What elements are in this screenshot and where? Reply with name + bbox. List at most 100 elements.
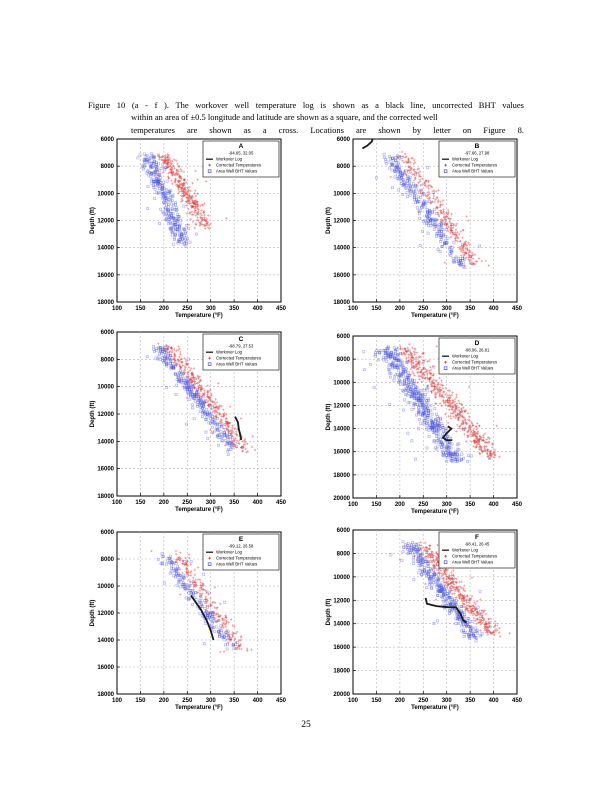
- area-bht-point: [406, 388, 410, 392]
- corrected-point: [179, 358, 182, 361]
- corrected-point: [171, 167, 174, 171]
- corrected-point: [431, 384, 434, 387]
- corrected-point: [199, 581, 202, 584]
- corrected-point: [478, 443, 481, 446]
- corrected-point: [465, 598, 469, 601]
- corrected-point: [196, 392, 200, 395]
- area-bht-point: [408, 184, 412, 188]
- area-bht-point: [154, 349, 158, 352]
- corrected-point: [182, 170, 186, 174]
- area-bht-point: [436, 619, 439, 623]
- corrected-point: [447, 408, 451, 411]
- area-bht-point: [162, 361, 166, 364]
- corrected-point: [461, 605, 464, 608]
- corrected-point: [404, 160, 408, 163]
- corrected-point: [201, 603, 204, 607]
- area-bht-point: [415, 557, 419, 561]
- area-bht-point: [396, 188, 400, 192]
- area-bht-point: [404, 393, 407, 397]
- corrected-point: [180, 169, 183, 173]
- corrected-point: [424, 582, 427, 586]
- area-bht-point: [432, 580, 435, 584]
- area-bht-point: [199, 391, 203, 395]
- area-bht-point: [428, 570, 432, 573]
- area-bht-point: [388, 160, 392, 164]
- area-bht-point: [412, 182, 415, 186]
- corrected-point: [157, 342, 160, 345]
- area-bht-point: [140, 164, 144, 168]
- corrected-point: [430, 374, 434, 377]
- corrected-point: [209, 222, 213, 225]
- corrected-point: [493, 633, 496, 637]
- legend-label: Corrected Temperatures: [452, 360, 497, 365]
- area-bht-point: [178, 585, 182, 589]
- area-bht-point: [433, 446, 437, 450]
- corrected-point: [455, 222, 459, 226]
- area-bht-point: [445, 456, 449, 459]
- corrected-point: [457, 585, 461, 588]
- corrected-point: [181, 562, 185, 566]
- corrected-point: [194, 194, 198, 198]
- area-bht-point: [447, 453, 450, 456]
- corrected-point: [195, 201, 198, 204]
- area-bht-point: [462, 635, 466, 638]
- area-bht-point: [159, 167, 163, 170]
- area-bht-point: [415, 397, 418, 401]
- corrected-point: [226, 641, 230, 644]
- area-bht-point: [168, 571, 172, 575]
- corrected-point: [199, 386, 202, 389]
- area-bht-point: [153, 182, 157, 186]
- corrected-point: [438, 421, 441, 425]
- area-bht-point: [182, 585, 186, 588]
- area-bht-point: [219, 430, 223, 434]
- corrected-point: [463, 602, 466, 606]
- corrected-point: [210, 400, 213, 403]
- corrected-point: [460, 247, 464, 250]
- corrected-point: [160, 158, 163, 162]
- corrected-point: [436, 552, 439, 556]
- corrected-point: [417, 568, 421, 571]
- corrected-point: [409, 367, 413, 371]
- area-bht-point: [203, 622, 207, 625]
- corrected-point: [449, 417, 453, 420]
- corrected-point: [468, 259, 472, 263]
- x-tick-label: 400: [253, 500, 264, 506]
- corrected-point: [396, 156, 399, 160]
- corrected-point: [189, 189, 192, 193]
- area-bht-point: [421, 203, 425, 207]
- area-bht-point: [138, 153, 142, 157]
- panel-letter: D: [475, 340, 480, 347]
- corrected-point: [486, 448, 489, 452]
- corrected-point: [477, 424, 481, 427]
- area-bht-point: [456, 447, 460, 451]
- corrected-point: [492, 631, 495, 634]
- corrected-point: [443, 572, 446, 575]
- area-bht-point: [458, 618, 461, 622]
- corrected-point: [181, 199, 184, 202]
- corrected-point: [427, 359, 431, 362]
- area-bht-point: [190, 403, 194, 407]
- corrected-point: [465, 440, 468, 443]
- corrected-point: [432, 378, 435, 382]
- corrected-point: [181, 361, 184, 364]
- area-bht-point: [404, 375, 408, 379]
- corrected-point: [429, 376, 433, 379]
- corrected-point: [447, 217, 450, 220]
- corrected-point: [485, 438, 489, 441]
- area-bht-point: [474, 639, 478, 643]
- corrected-point: [462, 258, 465, 261]
- area-bht-point: [374, 353, 377, 356]
- corrected-point: [449, 585, 452, 589]
- data-layer: [150, 549, 253, 654]
- corrected-point: [463, 416, 466, 420]
- corrected-point: [198, 384, 201, 387]
- corrected-point: [173, 357, 176, 360]
- area-bht-point: [437, 229, 441, 233]
- corrected-point: [203, 213, 206, 217]
- area-bht-point: [400, 175, 403, 179]
- corrected-point: [246, 442, 249, 445]
- area-bht-point: [435, 429, 438, 433]
- area-bht-point: [409, 383, 413, 386]
- corrected-point: [483, 449, 487, 452]
- corrected-point: [225, 622, 228, 625]
